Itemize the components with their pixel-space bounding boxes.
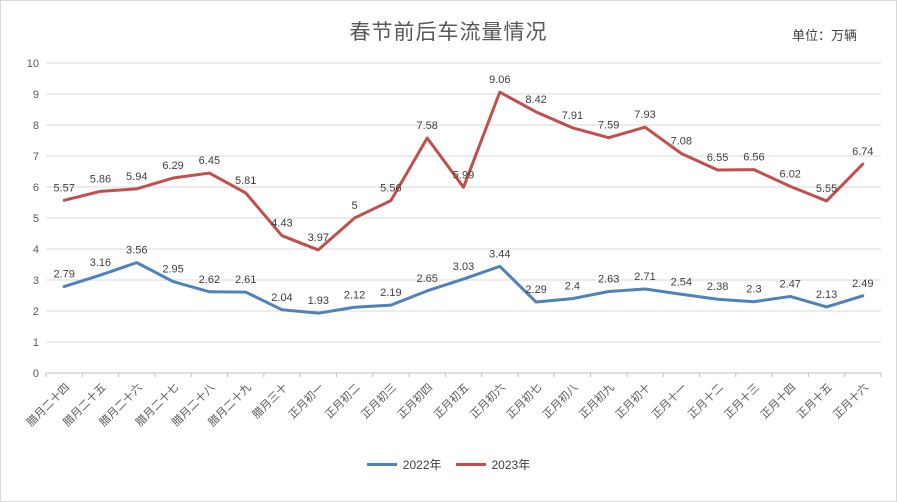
y-axis-tick-label: 4 [33,244,39,256]
data-label: 7.08 [671,136,692,148]
data-label: 5 [352,200,358,212]
data-label: 3.56 [126,245,147,257]
data-label: 4.43 [271,218,292,230]
y-axis-tick-label: 8 [33,120,39,132]
x-axis-category-label: 正月初四 [394,380,435,421]
x-axis-category-label: 正月十一 [648,380,689,421]
data-label: 5.86 [90,173,111,185]
legend-swatch-2023 [455,463,486,466]
x-axis-category-label: 正月十二 [685,380,726,421]
x-axis-category-label: 正月初一 [285,380,326,421]
data-label: 7.91 [562,110,583,122]
data-label: 3.97 [308,232,329,244]
x-axis-category-label: 正月初九 [576,380,617,421]
data-label: 6.29 [162,160,183,172]
data-label: 9.06 [489,74,510,86]
data-label: 2.62 [199,274,220,286]
data-label: 2.79 [53,269,74,281]
data-label: 2.3 [746,284,761,296]
x-axis-category-label: 正月初十 [612,380,653,421]
data-label: 2.65 [416,273,437,285]
series-line-2023 [62,90,865,252]
data-label: 7.59 [598,120,619,132]
data-label: 2.47 [780,278,801,290]
data-label: 5.55 [816,183,837,195]
data-label: 6.74 [852,146,873,158]
y-axis-tick-label: 0 [33,368,39,380]
data-label: 5.99 [453,169,474,181]
data-label: 7.58 [416,120,437,132]
y-axis-tick-label: 5 [33,213,39,225]
legend-label-2023: 2023年 [491,458,531,472]
data-label: 2.13 [816,289,837,301]
x-axis-category-label: 正月初七 [503,380,544,421]
x-axis-category-label: 正月十六 [830,380,871,421]
data-label: 2.61 [235,274,256,286]
x-axis-category-label: 正月初二 [322,380,363,421]
x-axis-category-label: 正月初六 [467,380,508,421]
data-label: 2.29 [525,284,546,296]
data-label: 1.93 [308,295,329,307]
data-label: 6.45 [199,155,220,167]
x-axis-category-label: 正月初五 [431,380,472,421]
data-label: 3.03 [453,261,474,273]
data-label: 2.63 [598,273,619,285]
legend: 2022年 2023年 [1,456,896,473]
data-label: 2.95 [162,264,183,276]
x-axis-category-label: 正月初三 [358,380,399,421]
data-label: 2.04 [271,292,292,304]
data-label: 2.12 [344,289,365,301]
chart-title: 春节前后车流量情况 [349,21,548,44]
y-axis-tick-label: 2 [33,306,39,318]
data-label: 2.54 [671,276,692,288]
y-axis-tick-label: 10 [27,58,39,70]
x-axis-category-label: 正月十五 [794,380,835,421]
x-axis-category-label: 正月初八 [540,380,581,421]
y-axis-tick-label: 3 [33,275,39,287]
y-axis-tick-label: 6 [33,182,39,194]
data-label: 5.94 [126,171,147,183]
data-label: 6.02 [780,168,801,180]
data-label: 5.56 [380,183,401,195]
x-axis-category-label: 腊月三十 [249,380,290,421]
data-label: 2.4 [565,281,580,293]
legend-item-2022: 2022年 [366,456,442,473]
data-label: 6.55 [707,152,728,164]
data-label: 8.42 [525,94,546,106]
data-label: 6.56 [743,152,764,164]
data-label: 5.81 [235,175,256,187]
y-axis-tick-label: 1 [33,337,39,349]
legend-swatch-2022 [366,463,397,466]
series-line-2022 [62,261,865,315]
data-label: 3.44 [489,248,510,260]
y-axis-tick-label: 9 [33,89,39,101]
data-label: 2.19 [380,287,401,299]
data-label: 3.16 [90,257,111,269]
x-axis-category-label: 正月十四 [757,380,798,421]
legend-item-2023: 2023年 [455,456,531,473]
legend-label-2022: 2022年 [402,458,442,472]
data-label: 5.57 [53,182,74,194]
data-label: 7.93 [634,109,655,121]
x-axis-category-label: 正月十三 [721,380,762,421]
y-axis-tick-label: 7 [33,151,39,163]
data-label: 2.38 [707,281,728,293]
data-label: 2.71 [634,271,655,283]
unit-label: 单位：万辆 [791,28,857,43]
data-label: 2.49 [852,278,873,290]
